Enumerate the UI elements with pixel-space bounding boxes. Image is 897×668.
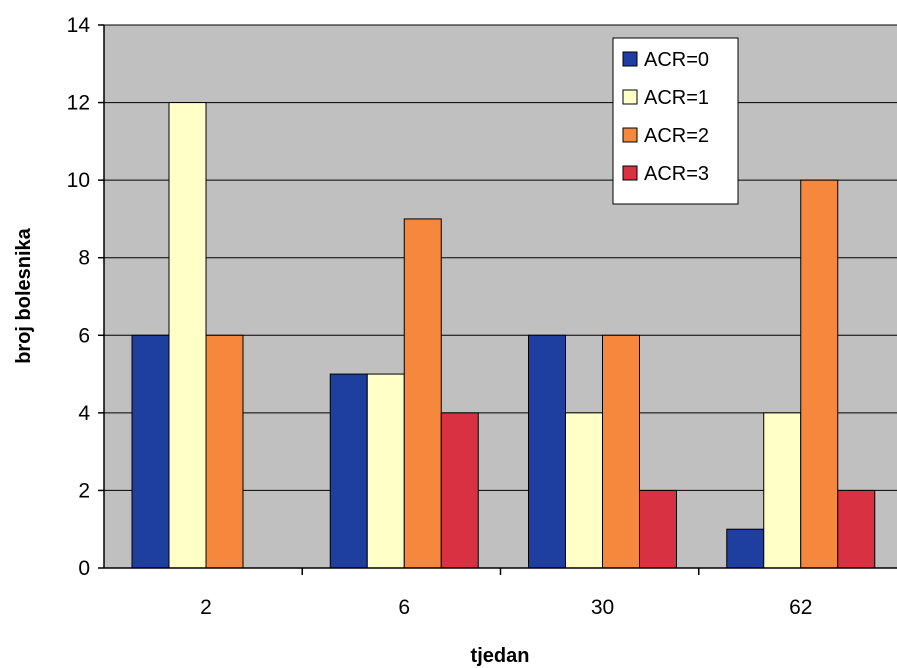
bar	[800, 179, 839, 569]
x-tick-label: 2	[200, 596, 212, 619]
y-tick-label: 6	[78, 324, 90, 347]
legend-label: ACR=3	[644, 163, 709, 185]
legend-swatch	[622, 127, 638, 143]
x-tick-labels: 2 6 30 62	[200, 568, 812, 619]
y-tick-label: 2	[78, 479, 90, 502]
y-tick-label: 12	[67, 92, 90, 115]
bar	[168, 102, 207, 569]
x-axis-title: tjedan	[471, 645, 530, 667]
x-tick-label: 62	[789, 596, 812, 619]
bar	[639, 489, 677, 569]
y-tick-label: 4	[78, 402, 90, 425]
y-tick-label: 0	[78, 557, 90, 580]
y-tick-label: 10	[67, 169, 90, 192]
bar	[205, 334, 244, 569]
legend-label: ACR=0	[644, 49, 709, 71]
bar	[528, 334, 566, 569]
y-axis-title: broj bolesnika	[13, 227, 35, 363]
bar	[366, 373, 405, 569]
y-tick-label: 8	[78, 247, 90, 270]
bar	[726, 528, 765, 569]
legend: ACR=0 ACR=1 ACR=2 ACR=3	[612, 37, 739, 205]
legend-swatch	[622, 51, 638, 67]
bar	[329, 373, 368, 569]
bar	[131, 334, 170, 569]
legend-label: ACR=1	[644, 87, 709, 109]
legend-swatch	[622, 165, 638, 181]
bar	[565, 412, 603, 569]
bar	[763, 412, 802, 569]
legend-label: ACR=2	[644, 125, 709, 147]
x-tick-label: 30	[591, 596, 614, 619]
x-tick-label: 6	[398, 596, 410, 619]
y-tick-label: 14	[67, 14, 91, 37]
bar	[602, 334, 640, 569]
y-tick-labels: 0 2 4 6 8 10 12 14	[67, 14, 104, 580]
bar	[403, 218, 442, 569]
legend-swatch	[622, 89, 638, 105]
bar	[837, 489, 876, 569]
bar	[440, 412, 479, 569]
